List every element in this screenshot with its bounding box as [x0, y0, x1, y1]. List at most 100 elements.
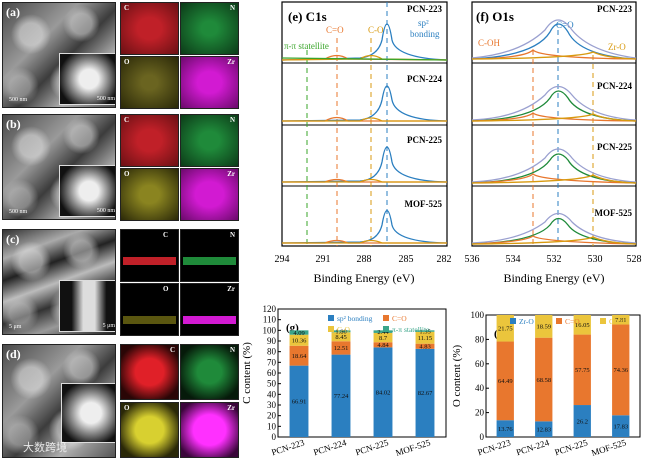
legend-label: sp² bonding [337, 314, 373, 323]
element-zr-label: Zr [227, 404, 235, 412]
bar-segment [415, 343, 435, 349]
data-label: 10.36 [292, 338, 307, 345]
bar-segment [496, 420, 514, 437]
element-c-label: C [163, 231, 169, 239]
y-tick-label: 20 [475, 408, 485, 418]
o1s-sample-3: PCN-225 [597, 142, 632, 152]
eds-map-d-o: O [120, 402, 179, 458]
bar-segment [331, 341, 351, 355]
bar-segment [612, 315, 630, 325]
o1s-title: (f) O1s [476, 9, 514, 24]
data-label: 57.75 [575, 367, 590, 374]
bar-segment [331, 354, 351, 437]
data-label: 12.51 [334, 345, 349, 352]
o1s-xtick-5: 528 [627, 254, 642, 265]
x-tick-label: PCN-224 [312, 437, 348, 457]
data-label: 12.83 [536, 426, 551, 433]
c1s-xtick-4: 285 [399, 254, 414, 265]
o1s-panel: (f) O1s PCN-223 PCN-224 PCN-225 MOF-525 … [465, 1, 642, 285]
data-label: 18.64 [292, 353, 307, 360]
data-label: 16.05 [575, 322, 590, 329]
legend-swatch [383, 315, 389, 321]
data-label: 4.83 [419, 344, 430, 351]
scale-bar-b: 500 nm [9, 209, 28, 215]
element-zr-label: Zr [227, 285, 235, 293]
element-o-label: O [124, 58, 130, 66]
sem-inset-c: 5 μm [59, 280, 115, 332]
x-tick-label: MOF-525 [394, 437, 432, 458]
element-c-label: C [124, 4, 130, 12]
c1s-sp2-label: sp² [418, 18, 429, 28]
c1s-xtick-5: 282 [437, 254, 452, 265]
o1s-sample-1: PCN-223 [597, 4, 632, 14]
o1s-xtick-3: 532 [547, 254, 562, 265]
legend-swatch [510, 318, 516, 324]
bar-segment [289, 334, 309, 346]
bar-segment [415, 348, 435, 437]
y-tick-label: 0 [480, 432, 485, 442]
o1s-zro-label: Zr-O [608, 42, 626, 52]
data-label: 64.49 [498, 378, 513, 385]
inset-scale-a: 500 nm [96, 96, 115, 102]
scale-bar-a: 500 nm [9, 97, 28, 103]
data-label: 11.15 [418, 335, 432, 342]
eds-map-a-zr: Zr [180, 56, 239, 109]
watermark: 大数跨境 [23, 441, 67, 454]
data-label: 17.83 [613, 423, 628, 430]
panel-label-d: (d) [6, 347, 21, 361]
eds-map-b-zr: Zr [180, 168, 239, 221]
data-label: 4.84 [377, 342, 389, 349]
data-label: 2.44 [377, 329, 389, 336]
bar-segment [573, 315, 591, 335]
bar-segment [415, 331, 435, 344]
y-tick-label: 90 [267, 336, 277, 346]
y-tick-label: 80 [267, 347, 277, 357]
xps-figure: (e) C1s PCN-223 PCN-224 PCN-225 MOF-525 … [275, 1, 642, 285]
element-zr-label: Zr [227, 170, 235, 178]
y-axis-label: C content (%) [241, 342, 253, 404]
c1s-sample-1: PCN-223 [407, 4, 442, 14]
y-tick-label: 50 [267, 379, 277, 389]
bar-segment [612, 324, 630, 416]
inset-scale-c: 5 μm [102, 323, 115, 329]
o1s-xlabel: Binding Energy (eV) [503, 271, 604, 285]
eds-map-d-c: C [120, 344, 179, 400]
bar-segment [496, 315, 514, 342]
bar-segment [573, 334, 591, 406]
data-label: 18.59 [536, 324, 551, 331]
data-label: 21.75 [498, 326, 513, 333]
c1s-xlabel: Binding Energy (eV) [313, 271, 414, 285]
c1s-xtick-3: 288 [357, 254, 372, 265]
o1s-xtick-4: 530 [588, 254, 603, 265]
eds-map-c-n: N [180, 229, 239, 282]
element-o-label: O [163, 285, 169, 293]
o1s-sample-2: PCN-224 [597, 81, 632, 91]
data-label: 68.58 [536, 377, 551, 384]
sem-image-a: 500 nm (a) 500 nm [2, 2, 116, 108]
y-tick-label: 30 [267, 400, 277, 410]
eds-map-c-zr: Zr [180, 283, 239, 336]
element-n-label: N [229, 4, 235, 12]
bar-segment [535, 421, 553, 437]
eds-map-b-c: C [120, 114, 179, 167]
o1s-coh-label: C-OH [478, 38, 500, 48]
data-label: 1.80 [335, 329, 346, 336]
scale-bar-c: 5 μm [9, 324, 22, 330]
c1s-xtick-1: 294 [275, 254, 290, 265]
y-tick-label: 60 [267, 368, 277, 378]
bar-segment [496, 341, 514, 421]
x-tick-label: PCN-224 [515, 437, 551, 457]
eds-map-b-o: O [120, 168, 179, 221]
y-tick-label: 70 [267, 357, 277, 367]
o1s-xtick-1: 536 [465, 254, 480, 265]
legend-label: C-O [337, 325, 351, 334]
y-tick-label: 60 [475, 359, 485, 369]
bar-segment [289, 365, 309, 437]
data-label: 8.7 [379, 335, 388, 342]
bar-segment [289, 330, 309, 335]
bar-segment [373, 342, 393, 348]
sem-image-d: (d) 大数跨境 [2, 344, 116, 458]
panel-label-a: (a) [6, 5, 20, 19]
bar-segment [373, 347, 393, 437]
